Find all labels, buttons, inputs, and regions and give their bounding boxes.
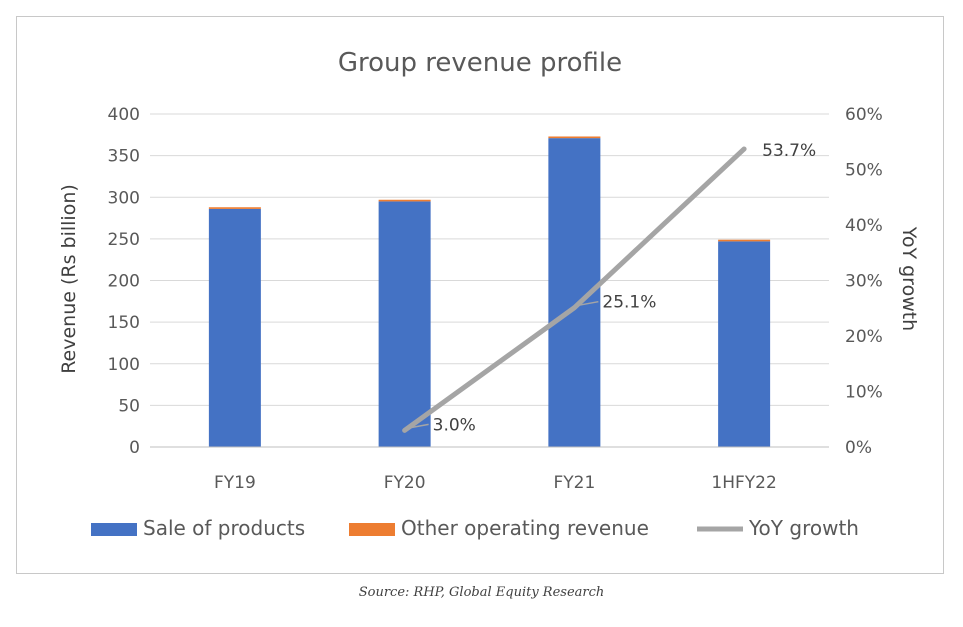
x-tick-label: FY21 (553, 473, 595, 493)
bar-other-operating-revenue (718, 239, 771, 242)
data-label: 25.1% (602, 293, 656, 313)
legend: Sale of products Other operating revenue Y… (91, 516, 859, 540)
y-tick-label: 250 (108, 230, 140, 250)
legend-swatch (349, 523, 395, 536)
data-label: 3.0% (433, 415, 476, 435)
x-tick-label: FY19 (214, 473, 256, 493)
x-tick-label: FY20 (384, 473, 426, 493)
legend-label: YoY growth (748, 516, 859, 540)
data-label-leader (406, 423, 429, 430)
bar-sale-of-products (208, 208, 261, 447)
y-axis-label: Revenue (Rs billion) (58, 184, 80, 374)
y-tick-label: 100 (108, 355, 140, 375)
y2-tick-label: 30% (845, 272, 883, 292)
bar-other-operating-revenue (548, 136, 601, 139)
legend-swatch (91, 523, 137, 536)
yoy-growth-line (402, 146, 747, 433)
chart-frame: Group revenue profile 3.0% 25.1% 53.7% 0 50… (16, 16, 944, 574)
y2-axis-label: YoY growth (898, 226, 920, 331)
revenue-chart: Group revenue profile 3.0% 25.1% 53.7% 0 50… (58, 48, 920, 540)
y-tick-label: 150 (108, 313, 140, 333)
legend-label: Other operating revenue (401, 516, 649, 540)
bar-sale-of-products (718, 241, 771, 447)
x-tick-label: 1HFY22 (711, 473, 776, 493)
y2-tick-label: 40% (845, 216, 883, 236)
y2-tick-label: 60% (845, 105, 883, 125)
y-tick-label: 350 (108, 147, 140, 167)
data-label: 53.7% (762, 141, 816, 161)
y2-tick-label: 20% (845, 327, 883, 347)
data-label-leader (576, 300, 599, 307)
y-tick-label: 200 (108, 272, 140, 292)
y-tick-label: 0 (129, 438, 140, 458)
bar-other-operating-revenue (378, 199, 431, 202)
source-note: Source: RHP, Global Equity Research (358, 585, 605, 600)
y2-tick-label: 10% (845, 383, 883, 403)
y-tick-label: 400 (108, 105, 140, 125)
legend-label: Sale of products (143, 516, 305, 540)
chart-title: Group revenue profile (338, 48, 622, 78)
y2-tick-label: 0% (845, 438, 872, 458)
bar-other-operating-revenue (208, 207, 261, 209)
y-tick-label: 300 (108, 188, 140, 208)
bar-sale-of-products (378, 201, 431, 447)
y-tick-label: 50 (118, 396, 140, 416)
y2-tick-label: 50% (845, 161, 883, 181)
